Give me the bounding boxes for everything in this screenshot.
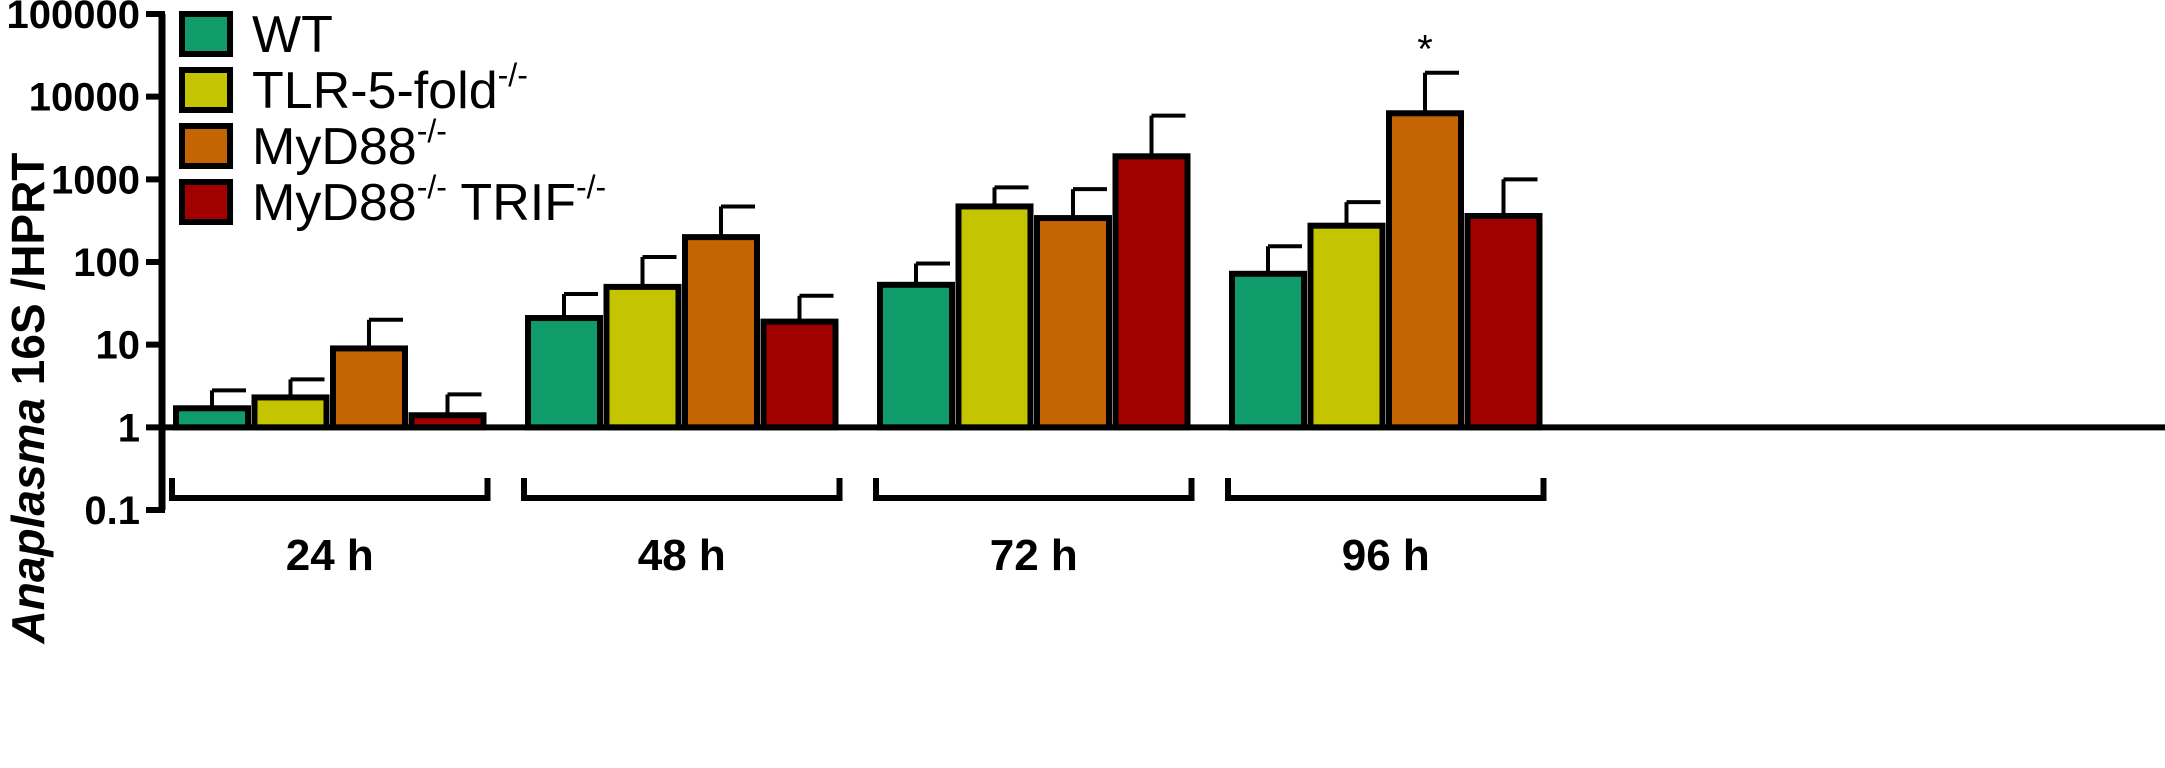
bar xyxy=(603,283,682,431)
x-category-label: 48 h xyxy=(638,531,726,580)
x-category-label: 72 h xyxy=(990,531,1078,580)
y-tick-label: 10 xyxy=(96,324,141,368)
group-bracket xyxy=(521,478,843,501)
bar xyxy=(173,405,251,431)
legend-label: MyD88-/- xyxy=(252,113,447,176)
y-tick-label: 10000 xyxy=(29,76,140,120)
group-brackets: 24 h 48 h 72 h 96 h xyxy=(169,478,1547,580)
legend-label: WT xyxy=(252,6,333,64)
group-bracket xyxy=(1225,478,1547,501)
bar xyxy=(760,318,839,431)
bar xyxy=(1034,215,1112,431)
bar xyxy=(955,203,1034,431)
legend-label: TLR-5-fold-/- xyxy=(252,57,528,120)
significance-marker: * xyxy=(1417,28,1433,72)
x-category-label: 96 h xyxy=(1342,531,1430,580)
bar xyxy=(251,394,330,431)
bar xyxy=(877,281,955,431)
group-bracket xyxy=(873,478,1195,501)
y-tick-label: 100000 xyxy=(7,0,140,37)
y-axis: 0.1 1 10 100 1000 10000 100000 xyxy=(7,0,2165,533)
bar xyxy=(1386,110,1464,431)
legend-swatch xyxy=(179,11,233,57)
bar xyxy=(1464,213,1543,431)
y-tick-label: 0.1 xyxy=(84,489,140,533)
bar xyxy=(682,234,760,431)
bar xyxy=(408,412,487,431)
bar xyxy=(1112,153,1191,431)
bars: * xyxy=(173,28,1543,431)
bar xyxy=(330,345,408,431)
y-tick-label: 100 xyxy=(73,241,140,285)
legend-swatch xyxy=(179,67,233,113)
legend-label: MyD88-/- TRIF-/- xyxy=(252,169,606,232)
legend-swatch xyxy=(179,179,233,225)
bar xyxy=(1229,270,1307,431)
x-category-label: 24 h xyxy=(286,531,374,580)
bar xyxy=(525,315,603,431)
y-axis-label-italic: Anaplasma xyxy=(2,398,54,644)
y-axis-label-rest: 16S /HPRT xyxy=(2,153,54,398)
bar xyxy=(1307,222,1386,431)
y-axis-label: Anaplasma 16S /HPRT xyxy=(2,153,54,645)
legend-swatch xyxy=(179,123,233,169)
group-bracket xyxy=(169,478,491,501)
y-tick-label: 1 xyxy=(118,406,140,450)
y-tick-label: 1000 xyxy=(51,158,140,202)
